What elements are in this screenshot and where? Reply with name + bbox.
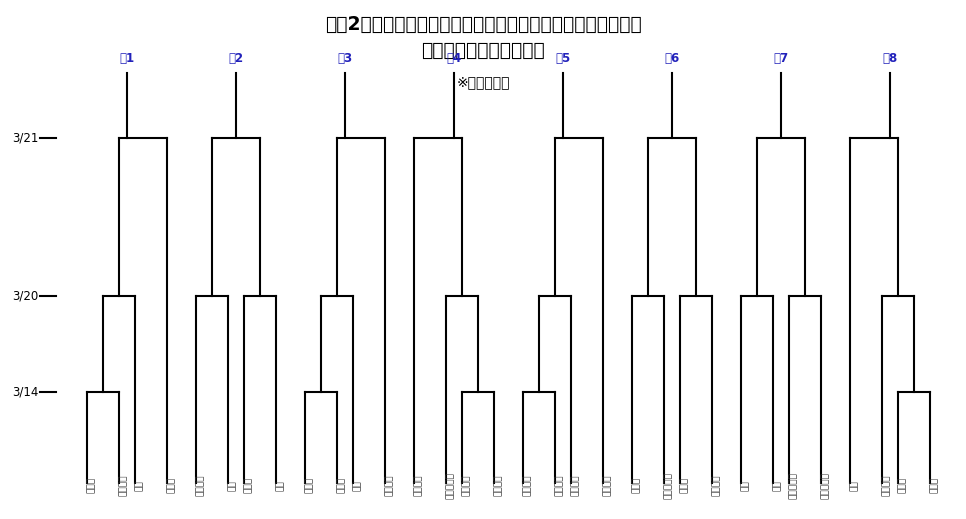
Text: 叡明: 叡明 — [276, 480, 285, 490]
Text: 東6: 東6 — [665, 52, 680, 65]
Text: 越谷西: 越谷西 — [87, 477, 96, 494]
Text: 東7: 東7 — [774, 52, 789, 65]
Text: 松伏: 松伏 — [135, 480, 144, 490]
Text: 久喂工業: 久喂工業 — [571, 474, 581, 496]
Text: 3/20: 3/20 — [13, 289, 39, 303]
Text: 久喂北陽: 久喂北陽 — [196, 474, 205, 496]
Text: 越谷総合: 越谷総合 — [712, 474, 722, 496]
Text: 草加南西: 草加南西 — [385, 474, 394, 496]
Text: 吉川美南: 吉川美南 — [603, 474, 612, 496]
Text: 不動岡: 不動岡 — [632, 477, 641, 494]
Text: 東4: 東4 — [446, 52, 462, 65]
Text: 令和2年度県民総合スポーツ大会兼高等学校サッカー新人大会: 令和2年度県民総合スポーツ大会兼高等学校サッカー新人大会 — [325, 15, 641, 34]
Text: ※無観客試合: ※無観客試合 — [456, 75, 510, 89]
Text: 春日部共栄: 春日部共栄 — [665, 472, 673, 499]
Text: 獨協埼玉: 獨協埼玉 — [555, 474, 564, 496]
Text: 3/14: 3/14 — [13, 385, 39, 399]
Text: 八幡手枝: 八幡手枝 — [524, 474, 532, 496]
Text: 三郷北: 三郷北 — [680, 477, 689, 494]
Text: 三工技: 三工技 — [244, 477, 253, 494]
Text: 東3: 東3 — [337, 52, 353, 65]
Text: 庄和: 庄和 — [353, 480, 362, 490]
Text: 草加: 草加 — [228, 480, 237, 490]
Text: 東5: 東5 — [555, 52, 571, 65]
Text: 東8: 東8 — [883, 52, 897, 65]
Text: 越谷北: 越谷北 — [898, 477, 907, 494]
Text: 春日部工業: 春日部工業 — [821, 472, 830, 499]
Text: 3/21: 3/21 — [13, 131, 39, 144]
Text: 越ケ谷: 越ケ谷 — [930, 477, 939, 494]
Text: 栄橋北彩東: 栄橋北彩東 — [446, 472, 455, 499]
Text: 羽生第二: 羽生第二 — [494, 474, 503, 496]
Text: 越谷東: 越谷東 — [167, 477, 176, 494]
Text: 東2: 東2 — [228, 52, 243, 65]
Text: 春日部: 春日部 — [305, 477, 314, 494]
Text: 東1: 東1 — [120, 52, 134, 65]
Text: 春日部東: 春日部東 — [462, 474, 471, 496]
Text: 越谷南: 越谷南 — [337, 477, 346, 494]
Text: 兼関東大会東部支部予選: 兼関東大会東部支部予選 — [421, 40, 545, 60]
Text: 草加南西: 草加南西 — [414, 474, 423, 496]
Text: 花和山徐栄: 花和山徐栄 — [789, 472, 798, 499]
Text: 鷲宮: 鷲宮 — [741, 480, 751, 490]
Text: 蓮田: 蓮田 — [850, 480, 859, 490]
Text: 李戸: 李戸 — [773, 480, 782, 490]
Text: 開智未来: 開智未来 — [119, 474, 128, 496]
Text: 田富士北: 田富士北 — [882, 474, 892, 496]
